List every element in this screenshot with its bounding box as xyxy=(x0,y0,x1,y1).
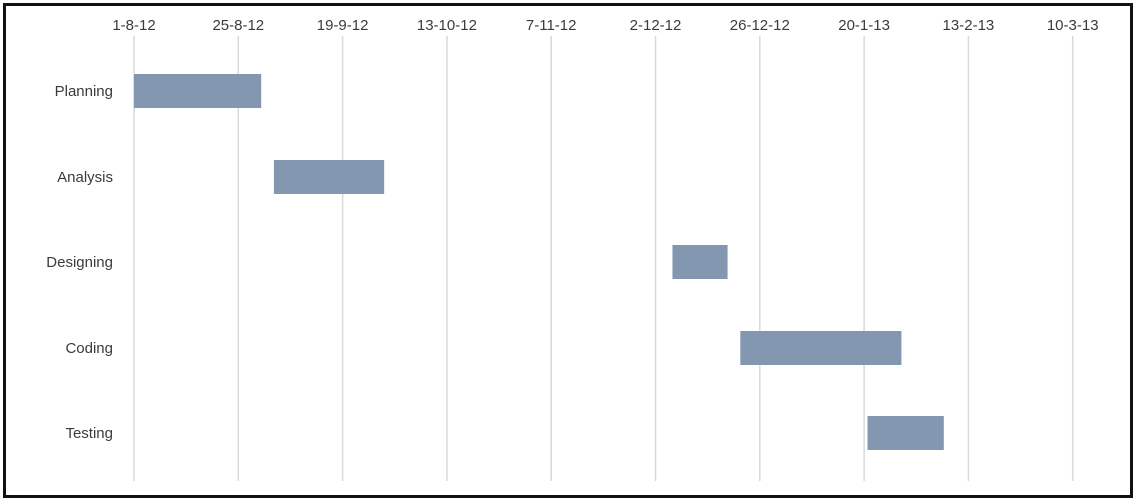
x-tick-label: 2-12-12 xyxy=(630,17,682,34)
task-bar xyxy=(867,416,944,450)
task-bar xyxy=(740,331,902,365)
x-tick-label: 13-10-12 xyxy=(417,17,477,34)
x-tick-label: 20-1-13 xyxy=(838,17,890,34)
category-label: Testing xyxy=(65,425,113,442)
gridlines xyxy=(133,36,1074,481)
category-label: Designing xyxy=(46,254,113,271)
x-tick-label: 26-12-12 xyxy=(730,17,790,34)
task-bar xyxy=(273,160,385,194)
category-label: Coding xyxy=(65,340,113,357)
task-bar xyxy=(134,74,262,108)
x-tick-label: 1-8-12 xyxy=(112,17,155,34)
x-tick-label: 13-2-13 xyxy=(943,17,995,34)
x-axis-ticks: 1-8-12 25-8-12 19-9-12 13-10-12 7-11-12 2-12-… xyxy=(112,17,1098,34)
x-tick-label: 7-11-12 xyxy=(526,17,577,34)
category-label: Planning xyxy=(55,83,113,100)
task-bar xyxy=(672,245,728,279)
gantt-chart: 1-8-12 25-8-12 19-9-12 13-10-12 7-11-12 2-12-… xyxy=(46,17,1099,481)
x-tick-label: 19-9-12 xyxy=(317,17,369,34)
task-bars xyxy=(134,74,944,450)
x-tick-label: 10-3-13 xyxy=(1047,17,1099,34)
category-axis: Planning Analysis Designing Coding Testing xyxy=(46,83,113,442)
x-tick-label: 25-8-12 xyxy=(212,17,264,34)
category-label: Analysis xyxy=(57,169,113,186)
chart-frame: 1-8-12 25-8-12 19-9-12 13-10-12 7-11-12 2-12-… xyxy=(3,3,1133,498)
